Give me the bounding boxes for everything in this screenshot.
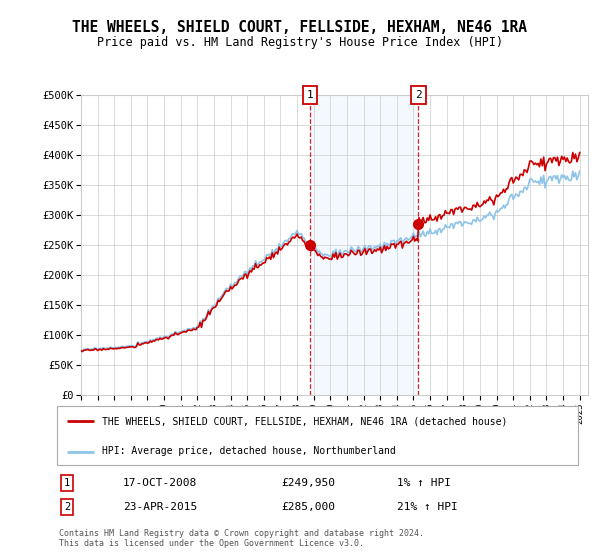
Text: 2: 2 — [415, 90, 422, 100]
Text: Price paid vs. HM Land Registry's House Price Index (HPI): Price paid vs. HM Land Registry's House … — [97, 36, 503, 49]
Text: 1: 1 — [64, 478, 70, 488]
Text: THE WHEELS, SHIELD COURT, FELLSIDE, HEXHAM, NE46 1RA (detached house): THE WHEELS, SHIELD COURT, FELLSIDE, HEXH… — [101, 416, 507, 426]
Text: 1% ↑ HPI: 1% ↑ HPI — [397, 478, 451, 488]
Bar — [310, 95, 418, 395]
Text: Contains HM Land Registry data © Crown copyright and database right 2024.
This d: Contains HM Land Registry data © Crown c… — [59, 529, 424, 548]
Text: 1: 1 — [307, 90, 314, 100]
Text: THE WHEELS, SHIELD COURT, FELLSIDE, HEXHAM, NE46 1RA: THE WHEELS, SHIELD COURT, FELLSIDE, HEXH… — [73, 20, 527, 35]
Text: 21% ↑ HPI: 21% ↑ HPI — [397, 502, 458, 512]
Text: 17-OCT-2008: 17-OCT-2008 — [122, 478, 197, 488]
Text: HPI: Average price, detached house, Northumberland: HPI: Average price, detached house, Nort… — [101, 446, 395, 456]
Text: £249,950: £249,950 — [281, 478, 335, 488]
FancyBboxPatch shape — [56, 406, 578, 465]
Text: 23-APR-2015: 23-APR-2015 — [122, 502, 197, 512]
Text: 2: 2 — [64, 502, 70, 512]
Text: £285,000: £285,000 — [281, 502, 335, 512]
